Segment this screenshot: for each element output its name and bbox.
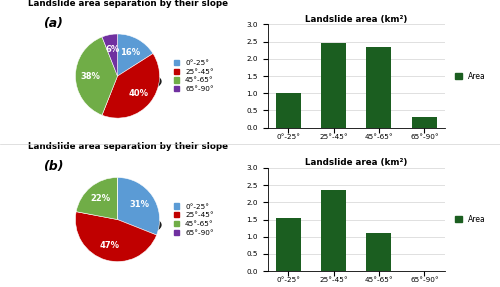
Text: (b): (b): [43, 160, 64, 173]
Legend: 0°-25°, 25°-45°, 45°-65°, 65°-90°: 0°-25°, 25°-45°, 45°-65°, 65°-90°: [171, 57, 216, 95]
Title: Landslide area (km²): Landslide area (km²): [305, 15, 408, 24]
Text: 22%: 22%: [90, 194, 110, 203]
Wedge shape: [76, 177, 118, 220]
Bar: [276, 93, 300, 128]
Title: Landslide area separation by their slope: Landslide area separation by their slope: [28, 142, 228, 151]
Title: Landslide area separation by their slope: Landslide area separation by their slope: [28, 0, 228, 8]
Bar: [321, 43, 346, 128]
Wedge shape: [118, 34, 153, 76]
Wedge shape: [76, 37, 118, 115]
Title: Landslide area (km²): Landslide area (km²): [305, 158, 408, 167]
Text: 31%: 31%: [130, 200, 150, 209]
Ellipse shape: [78, 213, 161, 237]
Legend: Area: Area: [452, 212, 488, 227]
Bar: [276, 218, 300, 271]
Wedge shape: [118, 177, 160, 235]
Legend: Area: Area: [452, 69, 488, 84]
Text: 40%: 40%: [128, 89, 148, 98]
Text: (a): (a): [43, 17, 63, 30]
Wedge shape: [76, 212, 156, 262]
Legend: 0°-25°, 25°-45°, 45°-65°, 65°-90°: 0°-25°, 25°-45°, 45°-65°, 65°-90°: [171, 201, 216, 238]
Text: 38%: 38%: [80, 71, 100, 81]
Text: 16%: 16%: [120, 48, 141, 57]
Bar: [412, 117, 437, 128]
Text: 47%: 47%: [100, 241, 120, 250]
Ellipse shape: [78, 69, 161, 94]
Bar: [321, 190, 346, 271]
Bar: [366, 47, 392, 128]
Wedge shape: [102, 53, 160, 118]
Text: 6%: 6%: [106, 45, 120, 54]
Wedge shape: [102, 34, 118, 76]
Bar: [366, 233, 392, 271]
